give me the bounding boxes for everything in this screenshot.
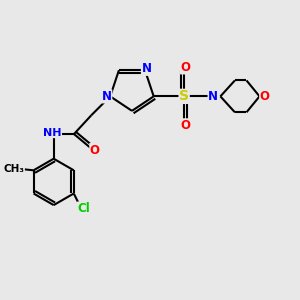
Text: O: O (181, 61, 190, 74)
Text: CH₃: CH₃ (3, 164, 24, 174)
Text: NH: NH (43, 128, 62, 138)
Text: N: N (142, 62, 152, 75)
Text: O: O (90, 143, 100, 157)
Text: Cl: Cl (77, 202, 90, 215)
Text: O: O (181, 119, 190, 132)
Text: S: S (179, 89, 189, 103)
Text: N: N (102, 90, 112, 103)
Text: O: O (260, 90, 270, 103)
Text: N: N (208, 90, 218, 103)
